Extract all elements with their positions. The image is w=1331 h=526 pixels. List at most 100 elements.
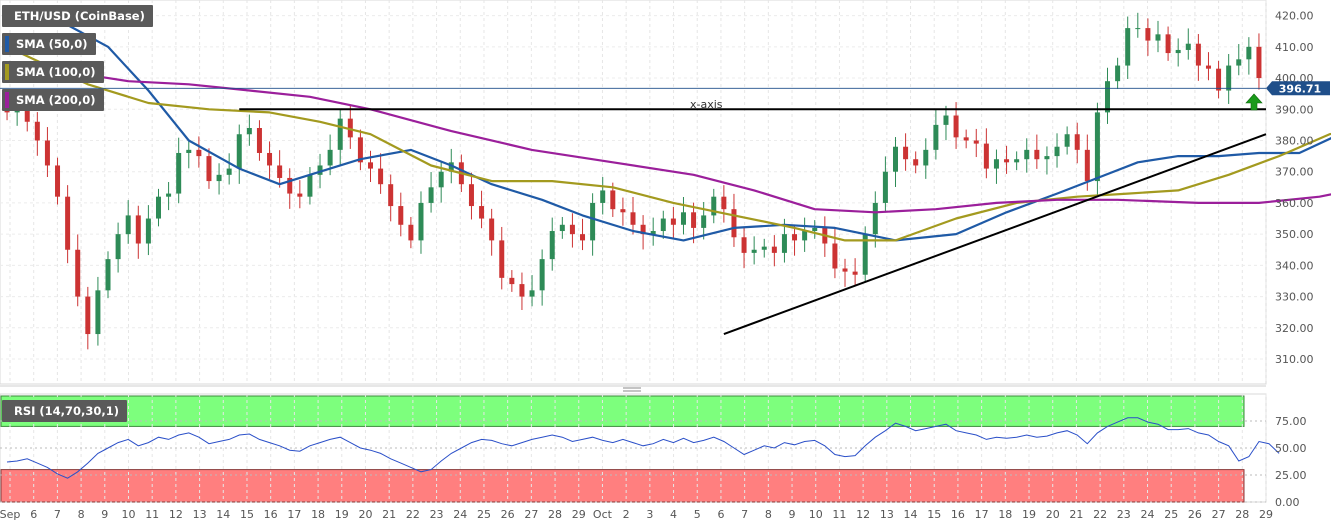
candle-body xyxy=(155,196,161,219)
candle-body xyxy=(105,259,111,291)
candle-body xyxy=(125,215,131,235)
x-tick-label: 6 xyxy=(717,508,724,521)
price-tick-label: 390.00 xyxy=(1275,103,1314,116)
candle-body xyxy=(1024,149,1030,160)
candle-body xyxy=(256,128,262,153)
price-tick-label: 360.00 xyxy=(1275,197,1314,210)
candle-body xyxy=(1054,146,1060,157)
x-tick-label: 24 xyxy=(453,508,467,521)
x-tick-label: 24 xyxy=(1141,508,1155,521)
candle-body xyxy=(418,202,424,241)
candle-body xyxy=(1195,43,1201,66)
candle-body xyxy=(701,215,707,228)
panel-divider[interactable] xyxy=(0,385,1266,392)
candle-body xyxy=(559,224,565,232)
x-tick-label: 20 xyxy=(1046,508,1060,521)
candle-body xyxy=(166,193,172,197)
x-tick-label: 26 xyxy=(1188,508,1202,521)
sma-200-legend[interactable]: SMA (200,0) xyxy=(2,89,104,111)
candle-body xyxy=(479,206,485,219)
annotation-label: x-axis xyxy=(690,98,723,111)
rsi-tick-label: 75.00 xyxy=(1275,415,1307,428)
candle-body xyxy=(75,249,81,297)
candle-body xyxy=(711,196,717,216)
candle-body xyxy=(489,218,495,241)
candle-body xyxy=(792,234,798,241)
candle-body xyxy=(1094,112,1100,182)
candle-body xyxy=(368,162,374,169)
candle-body xyxy=(468,184,474,207)
candle-body xyxy=(408,224,414,241)
candle-body xyxy=(771,246,777,253)
x-tick-label: 27 xyxy=(524,508,538,521)
sma-line xyxy=(6,17,1331,242)
x-tick-label: 14 xyxy=(216,508,230,521)
candle-body xyxy=(832,243,838,269)
chart-title: ETH/USD (CoinBase) xyxy=(2,5,153,27)
candle-body xyxy=(852,271,858,275)
rsi-legend[interactable]: RSI (14,70,30,1) xyxy=(2,400,128,422)
rsi-y-axis: 0.00 25.00 50.00 75.00 xyxy=(1275,415,1307,509)
candle-body xyxy=(943,115,949,125)
candle-body xyxy=(1165,34,1171,54)
candle-body xyxy=(357,137,363,163)
candle-body xyxy=(519,284,525,297)
x-tick-label: 27 xyxy=(1212,508,1226,521)
x-tick-label: Oct xyxy=(593,508,613,521)
sma-50-legend[interactable]: SMA (50,0) xyxy=(2,33,96,55)
candle-body xyxy=(176,152,182,194)
candle-body xyxy=(862,234,868,275)
x-tick-label: 17 xyxy=(287,508,301,521)
candle-body xyxy=(327,149,333,166)
price-tick-label: 330.00 xyxy=(1275,291,1314,304)
price-tick-label: 410.00 xyxy=(1275,41,1314,54)
candle-body xyxy=(781,234,787,253)
candle-body xyxy=(590,202,596,241)
candle-body xyxy=(569,224,575,235)
rsi-panel: 0.00 25.00 50.00 75.00 xyxy=(0,393,1307,509)
candle-body xyxy=(892,146,898,172)
candle-body xyxy=(761,246,767,250)
x-tick-label: 8 xyxy=(765,508,772,521)
price-tick-label: 380.00 xyxy=(1275,134,1314,147)
candle-body xyxy=(1034,149,1040,160)
candle-body xyxy=(428,187,434,203)
candle-body xyxy=(731,209,737,238)
x-tick-label: 29 xyxy=(572,508,586,521)
candle-body xyxy=(1064,134,1070,147)
candle-body xyxy=(44,140,50,166)
candle-body xyxy=(741,237,747,253)
rsi-tick-label: 50.00 xyxy=(1275,442,1307,455)
x-tick-label: 12 xyxy=(169,508,183,521)
candle-body xyxy=(620,209,626,213)
x-tick-label: 25 xyxy=(1164,508,1178,521)
candle-body xyxy=(1185,43,1191,50)
candle-body xyxy=(267,152,273,166)
candle-body xyxy=(297,193,303,197)
candle-body xyxy=(1175,49,1181,54)
x-tick-label: 21 xyxy=(1069,508,1083,521)
candle-body xyxy=(246,128,252,135)
candle-body xyxy=(812,227,818,232)
x-tick-label: 10 xyxy=(121,508,135,521)
support-trendline xyxy=(723,133,1267,335)
candle-body xyxy=(1014,159,1020,163)
x-tick-label: 13 xyxy=(193,508,207,521)
candle-body xyxy=(630,212,636,225)
sma-100-legend[interactable]: SMA (100,0) xyxy=(2,61,104,83)
candle-body xyxy=(1216,68,1222,91)
candle-body xyxy=(691,212,697,228)
price-tick-label: 370.00 xyxy=(1275,166,1314,179)
candle-body xyxy=(660,218,666,232)
candle-body xyxy=(95,290,101,335)
x-tick-label: 23 xyxy=(430,508,444,521)
x-tick-label: 21 xyxy=(382,508,396,521)
x-tick-label: 18 xyxy=(311,508,325,521)
candle-body xyxy=(721,196,727,210)
x-tick-label: 20 xyxy=(358,508,372,521)
candle-body xyxy=(226,168,232,175)
up-arrow-icon xyxy=(1245,93,1263,111)
x-tick-label: 11 xyxy=(832,508,846,521)
candle-body xyxy=(650,231,656,235)
candle-body xyxy=(903,146,909,160)
